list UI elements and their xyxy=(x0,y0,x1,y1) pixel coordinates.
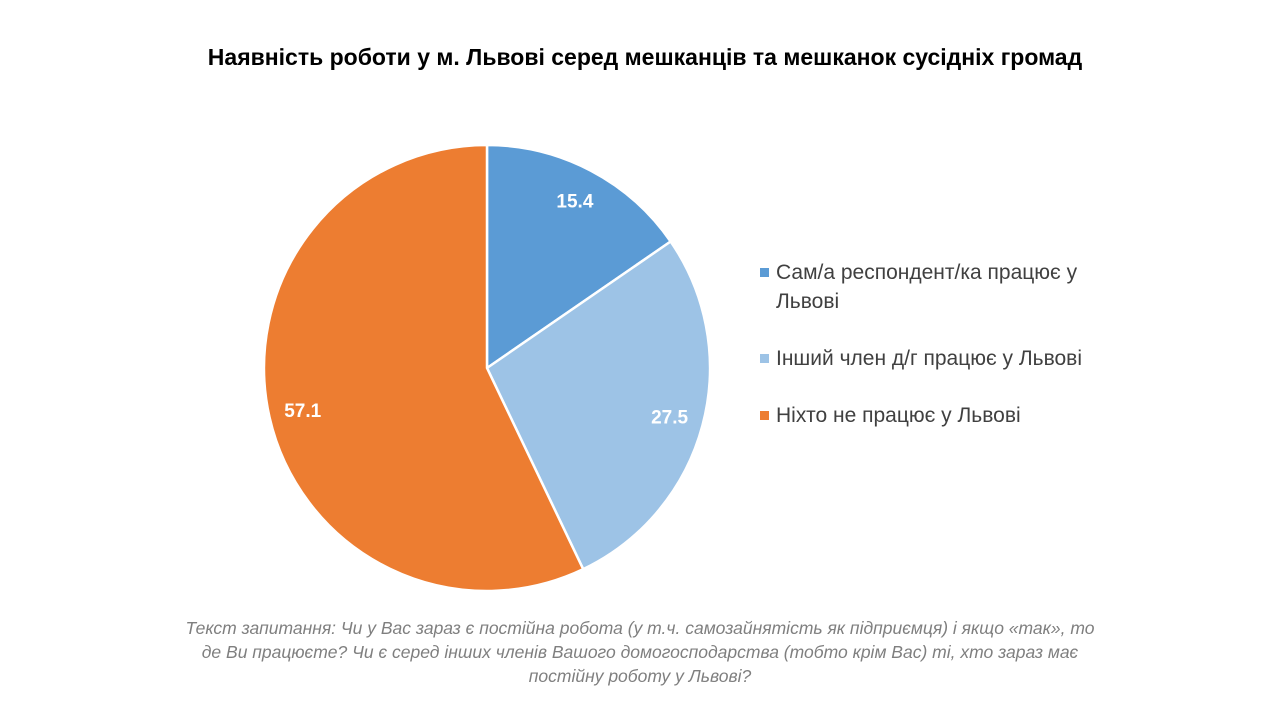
legend-label: Сам/а респондент/ка працює у Львові xyxy=(776,261,1078,313)
pie-slice xyxy=(262,143,585,593)
chart-title: Наявність роботи у м. Львові серед мешка… xyxy=(207,44,1083,70)
legend-item: Інший член д/г працює у Львові xyxy=(758,344,1138,373)
pie-slice xyxy=(485,239,712,571)
legend-swatch xyxy=(760,354,769,363)
data-label: 15.4 xyxy=(556,192,593,213)
legend-label: Ніхто не працює у Львові xyxy=(776,404,1021,427)
legend-swatch xyxy=(760,411,769,420)
legend-swatch xyxy=(760,268,769,277)
legend-item: Сам/а респондент/ка працює у Львові xyxy=(758,258,1138,316)
question-note: Текст запитання: Чи у Вас зараз є постій… xyxy=(185,618,1095,686)
pie-slice xyxy=(485,143,673,371)
legend: Сам/а респондент/ка працює у Львові Інши… xyxy=(758,258,1138,458)
legend-item: Ніхто не працює у Львові xyxy=(758,401,1138,430)
legend-label: Інший член д/г працює у Львові xyxy=(776,347,1082,370)
data-label: 27.5 xyxy=(651,408,688,429)
data-label: 57.1 xyxy=(284,401,321,422)
